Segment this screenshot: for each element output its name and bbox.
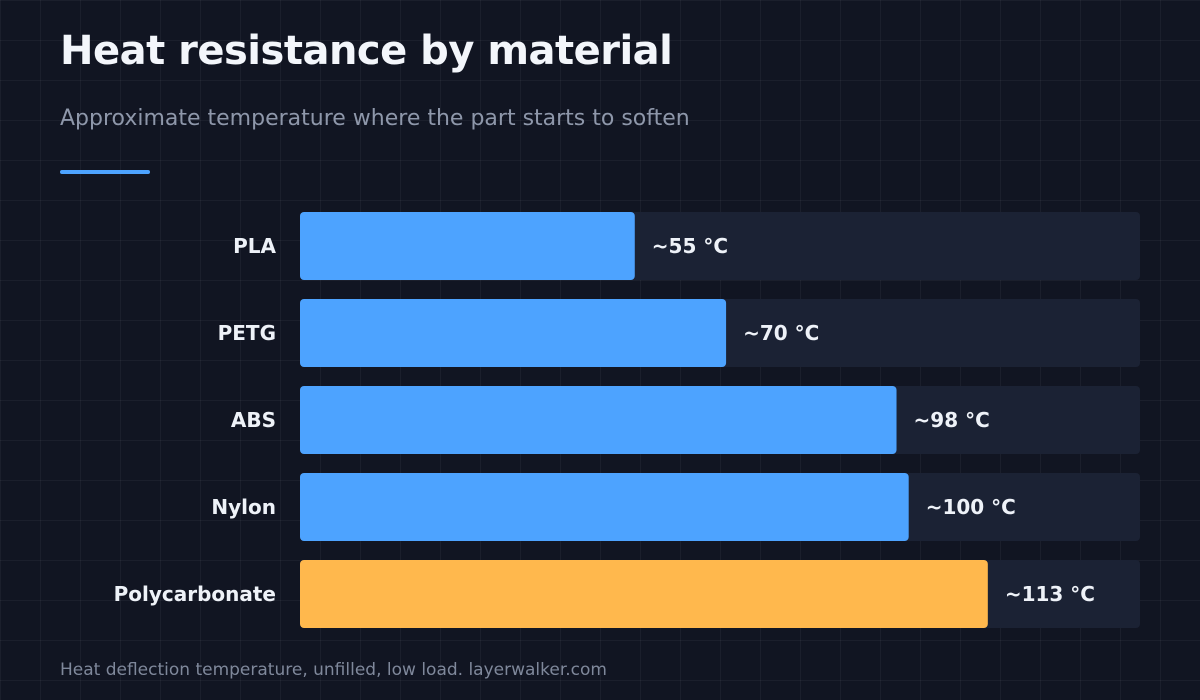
- accent-divider: [60, 170, 150, 174]
- value-label: ~98 °C: [914, 408, 990, 432]
- bar-petg: [300, 299, 727, 367]
- bar-polycarbonate: [300, 560, 988, 628]
- source-note: Heat deflection temperature, unfilled, l…: [60, 660, 607, 680]
- value-label: ~55 °C: [652, 234, 728, 258]
- bar-pla: [300, 212, 635, 280]
- chart-subtitle: Approximate temperature where the part s…: [60, 106, 690, 131]
- chart-title: Heat resistance by material: [60, 28, 673, 74]
- bar-nylon: [300, 473, 909, 541]
- category-label: PLA: [233, 234, 276, 258]
- category-label: Nylon: [211, 495, 276, 519]
- category-label: Polycarbonate: [114, 582, 276, 606]
- value-label: ~70 °C: [743, 321, 819, 345]
- category-label: PETG: [218, 321, 276, 345]
- bar-abs: [300, 386, 897, 454]
- category-label: ABS: [231, 408, 276, 432]
- value-label: ~113 °C: [1005, 582, 1095, 606]
- value-label: ~100 °C: [926, 495, 1016, 519]
